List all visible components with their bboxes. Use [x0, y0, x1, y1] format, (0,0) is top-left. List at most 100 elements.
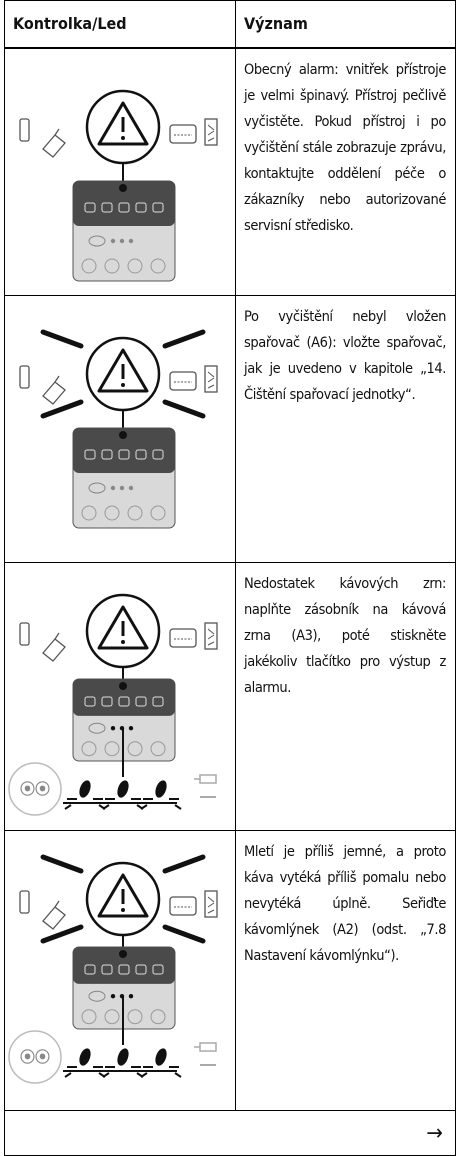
illustration-part: [162, 329, 206, 349]
illustration: [19, 329, 218, 529]
illustration-cell: [4, 47, 236, 296]
illustration-part: [104, 1009, 120, 1025]
illustration-part: [127, 505, 143, 521]
illustration-part: [127, 1009, 143, 1025]
illustration-part: [207, 896, 215, 914]
illustration-part: [40, 399, 84, 419]
illustration-part: [118, 449, 130, 460]
illustration-part: [40, 924, 84, 944]
illustration-part: [110, 994, 116, 999]
illustration-part: [88, 990, 106, 1002]
illustration-part: [119, 950, 127, 958]
illustration-part: [84, 964, 96, 975]
illustration-part: [64, 1066, 106, 1078]
illustration-part: [79, 1048, 91, 1066]
illustration-part: [121, 383, 125, 387]
next-arrow: →: [235, 1110, 456, 1156]
illustration-part: [152, 449, 164, 460]
illustration-part: ⦿⦿: [20, 780, 50, 798]
illustration-part: [169, 123, 197, 144]
illustration-part: [169, 896, 197, 916]
illustration-cell: ⦿⦿: [4, 830, 236, 1111]
illustration-part: [42, 632, 66, 662]
illustration-part: [84, 449, 96, 460]
illustration-part: [169, 371, 197, 391]
meaning: Po vyčištění nebyl vložen spařovač (A6):…: [235, 295, 456, 563]
illustration-part: [101, 696, 113, 707]
illustration-part: [152, 696, 164, 707]
illustration-part: [150, 258, 166, 273]
illustration-part: [88, 482, 106, 494]
illustration: ⦿⦿: [8, 854, 218, 1084]
illustration-part: [81, 505, 97, 521]
illustration-part: [194, 1042, 217, 1052]
illustration-part: [121, 640, 125, 644]
illustration-part: [207, 124, 215, 141]
illustration-part: [8, 1030, 62, 1084]
illustration-part: [117, 780, 129, 798]
illustration-part: [104, 505, 120, 521]
illustration-part: [117, 1048, 129, 1066]
illustration-part: [19, 117, 30, 142]
illustration-part: [135, 964, 147, 975]
illustration-part: [88, 235, 106, 246]
illustration-part: [204, 890, 218, 918]
illustration-part: [119, 238, 125, 243]
illustration-part: [79, 780, 91, 798]
illustration-part: [127, 741, 143, 757]
illustration-part: [97, 348, 149, 393]
illustration-part: [110, 726, 116, 731]
header-meaning: Význam: [235, 0, 456, 49]
illustration: ⦿⦿: [8, 593, 218, 816]
illustration-part: [169, 628, 197, 648]
led-table: Kontrolka/Led Význam Obecný alarm: vnitře…: [4, 0, 456, 1156]
illustration-part: [64, 798, 106, 810]
illustration-part: [81, 1009, 97, 1025]
illustration-part: [110, 238, 116, 243]
illustration-part: [104, 258, 120, 273]
illustration-cell: [4, 295, 236, 563]
illustration-part: ⦿⦿: [20, 1048, 50, 1066]
illustration-part: [207, 371, 215, 389]
illustration-part: [150, 505, 166, 521]
illustration-part: [155, 780, 167, 798]
illustration-part: [101, 449, 113, 460]
illustration-part: [135, 202, 147, 212]
header-led: Kontrolka/Led: [4, 0, 236, 49]
illustration-part: [97, 605, 149, 650]
illustration-part: [127, 258, 143, 273]
illustration-part: [42, 375, 66, 405]
illustration-part: [19, 622, 30, 646]
footer-cell: [4, 1110, 236, 1156]
illustration-part: [194, 774, 217, 784]
illustration-part: [40, 854, 84, 874]
illustration-part: [128, 726, 134, 731]
illustration-part: [118, 964, 130, 975]
illustration-part: [19, 365, 30, 389]
illustration-part: [204, 365, 218, 393]
illustration-part: [42, 128, 66, 158]
illustration-part: [118, 202, 130, 212]
illustration-part: [40, 329, 84, 349]
illustration: [19, 89, 218, 281]
illustration-part: [119, 682, 127, 690]
illustration-part: [104, 741, 120, 757]
illustration-part: [152, 202, 164, 212]
illustration-part: [135, 449, 147, 460]
illustration-part: [128, 238, 134, 243]
meaning: Obecný alarm: vnitřek přístroje je velmi…: [235, 47, 456, 296]
meaning: Mletí je příliš jemné, a proto káva vyté…: [235, 830, 456, 1111]
illustration-part: [128, 485, 134, 491]
illustration-part: [121, 908, 125, 912]
illustration-part: [140, 1066, 182, 1078]
illustration-part: [162, 399, 206, 419]
illustration-part: [84, 696, 96, 707]
illustration-part: [110, 485, 116, 491]
illustration-part: [119, 485, 125, 491]
illustration-part: [81, 258, 97, 273]
illustration-part: [152, 964, 164, 975]
illustration-part: [97, 873, 149, 918]
illustration-part: [88, 722, 106, 734]
illustration-part: [207, 628, 215, 646]
